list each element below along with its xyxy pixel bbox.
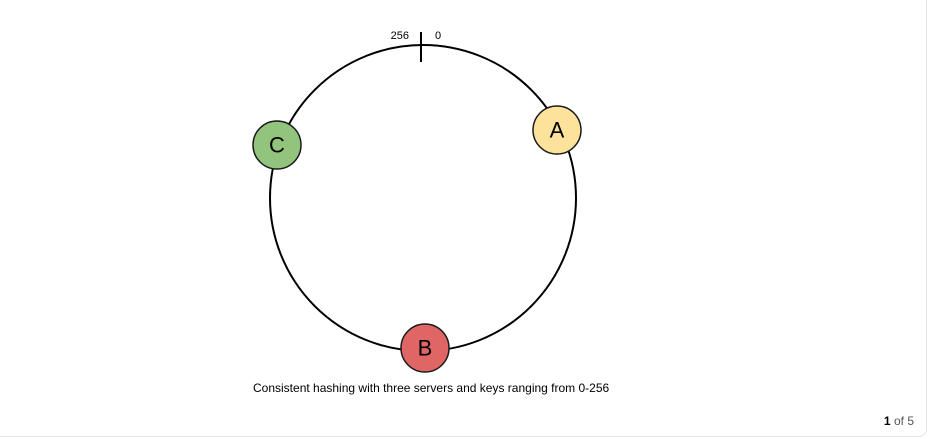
slide-pager: 1 of 5	[884, 414, 914, 428]
hash-ring	[269, 44, 577, 352]
ring-label-0: 0	[435, 30, 441, 42]
server-b-label: B	[418, 336, 433, 361]
server-a-label: A	[550, 118, 565, 143]
ring-label-256: 256	[391, 30, 409, 42]
server-node-a: A	[532, 105, 582, 155]
server-c-circle	[252, 120, 302, 170]
pager-separator: of	[893, 414, 904, 428]
server-node-b: B	[400, 323, 450, 373]
pager-current: 1	[883, 414, 891, 428]
pager-total: 5	[907, 414, 914, 428]
server-c-label: C	[269, 133, 285, 158]
server-node-c: C	[252, 120, 302, 170]
diagram-caption: Consistent hashing with three servers an…	[253, 381, 610, 395]
server-a-circle	[532, 105, 582, 155]
server-b-circle	[400, 323, 450, 373]
